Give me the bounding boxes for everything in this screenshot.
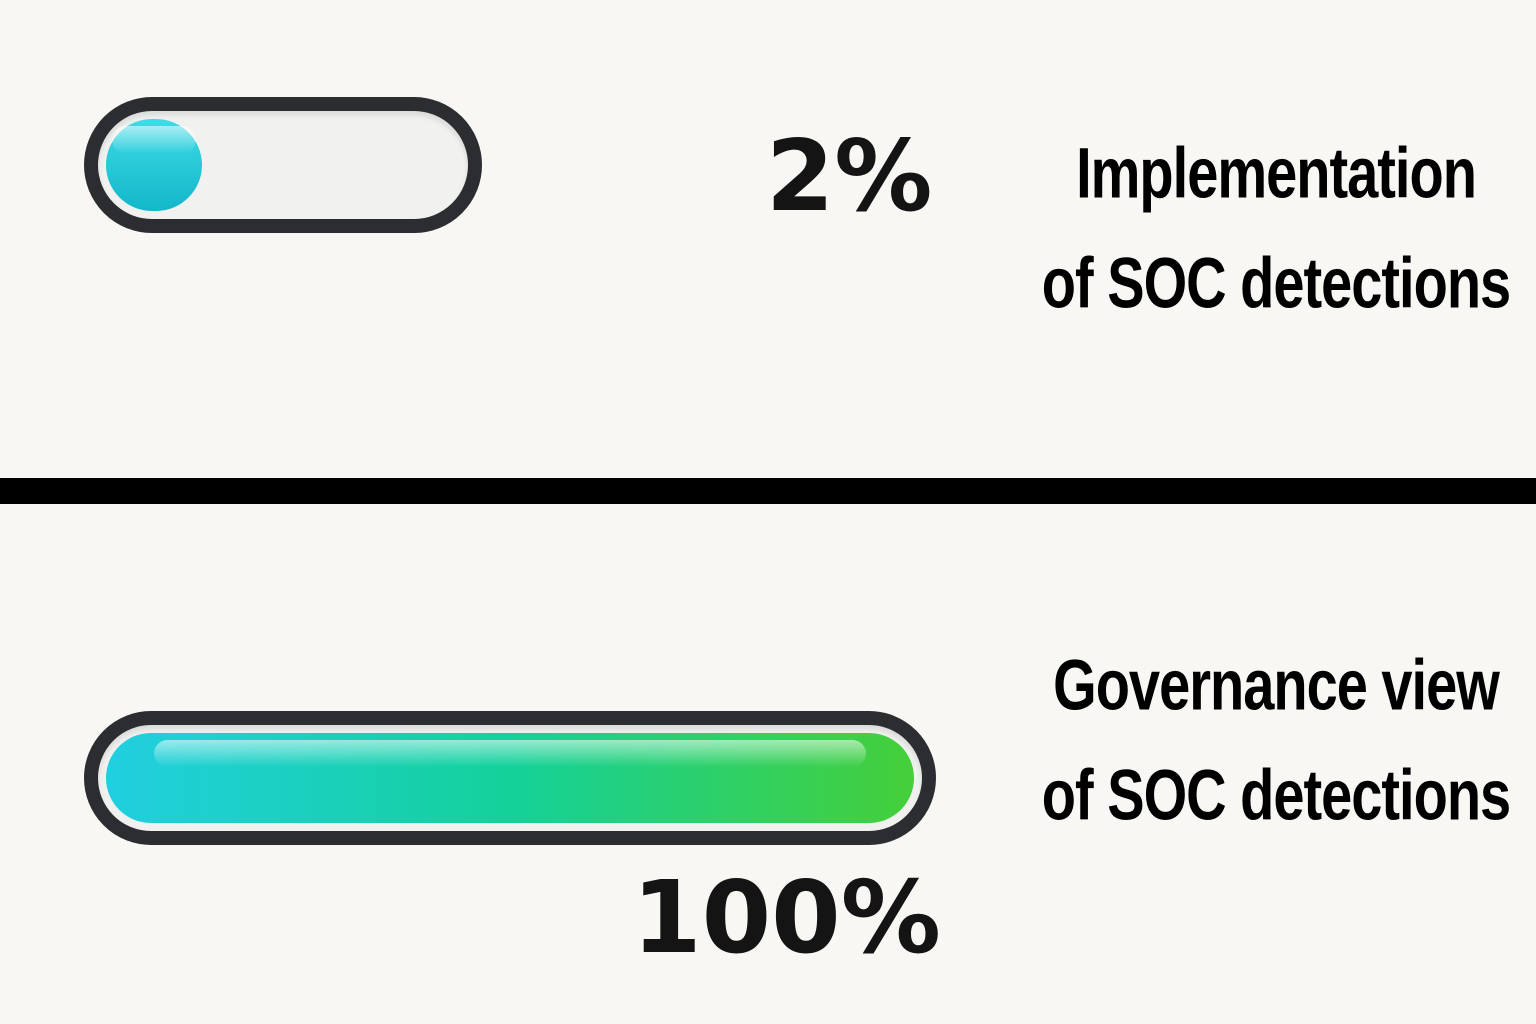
governance-percent-label: 100% <box>632 859 941 976</box>
governance-caption: Governance view of SOC detections <box>1018 630 1534 850</box>
implementation-caption: Implementation of SOC detections <box>1018 118 1534 338</box>
implementation-progress-fill <box>106 119 202 211</box>
top-panel: 2% Implementation of SOC detections <box>0 0 1536 478</box>
bottom-panel: 100% Governance view of SOC detections <box>0 504 1536 1024</box>
implementation-caption-line-2: of SOC detections <box>1041 242 1511 323</box>
governance-progress-bar <box>84 711 936 845</box>
governance-progress-fill <box>106 733 914 823</box>
governance-caption-line-2: of SOC detections <box>1041 754 1511 835</box>
implementation-caption-line-1: Implementation <box>1076 132 1477 213</box>
governance-caption-line-1: Governance view <box>1053 644 1500 725</box>
implementation-progress-bar <box>84 97 482 233</box>
panel-divider <box>0 478 1536 504</box>
implementation-percent-label: 2% <box>766 120 933 234</box>
